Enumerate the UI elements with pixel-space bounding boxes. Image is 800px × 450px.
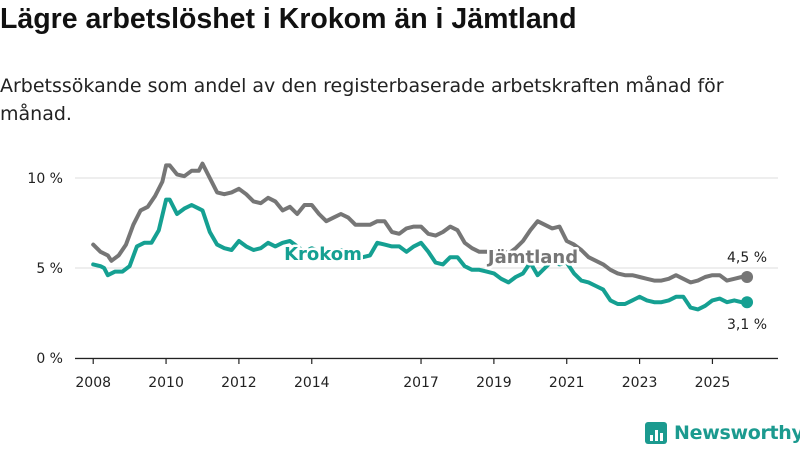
end-value-label-krokom: 3,1 %	[727, 317, 767, 333]
end-point-jamtland	[741, 271, 754, 283]
x-tick-label: 2010	[148, 375, 184, 391]
brand-name: Newsworthy	[674, 422, 800, 444]
label-layer: Krokom Jämtland 4,5 % 3,1 %	[282, 242, 770, 336]
x-tick-label: 2023	[622, 375, 658, 391]
axis-layer: 0 % 5 % 10 % 2008 2010 2012 2014 2017 2019 2021 20…	[27, 171, 778, 391]
x-tick-label: 2019	[476, 375, 512, 391]
newsworthy-logo-icon	[645, 422, 667, 444]
chart-title: Lägre arbetslöshet i Krokom än i Jämtlan…	[0, 3, 577, 35]
end-value-label-jamtland: 4,5 %	[727, 250, 767, 266]
x-tick-label: 2017	[403, 375, 439, 391]
end-point-krokom	[741, 296, 754, 309]
chart-subtitle: Arbetssökande som andel av den registerb…	[0, 75, 724, 125]
y-tick-label: 5 %	[36, 261, 63, 277]
series-layer	[91, 161, 754, 312]
series-label-jamtland: Jämtland	[486, 247, 578, 268]
y-tick-label: 0 %	[36, 351, 63, 367]
y-tick-label: 10 %	[27, 171, 63, 187]
newsworthy-brand[interactable]: Newsworthy	[645, 419, 800, 447]
x-tick-label: 2025	[695, 375, 731, 391]
x-tick-label: 2008	[75, 375, 111, 391]
x-tick-label: 2014	[294, 375, 330, 391]
x-tick-label: 2021	[549, 375, 585, 391]
x-tick-label: 2012	[221, 375, 257, 391]
series-line-jamtland	[91, 161, 749, 285]
grid-layer	[75, 177, 778, 359]
series-line-krokom	[91, 197, 749, 312]
series-label-krokom: Krokom	[284, 244, 362, 265]
